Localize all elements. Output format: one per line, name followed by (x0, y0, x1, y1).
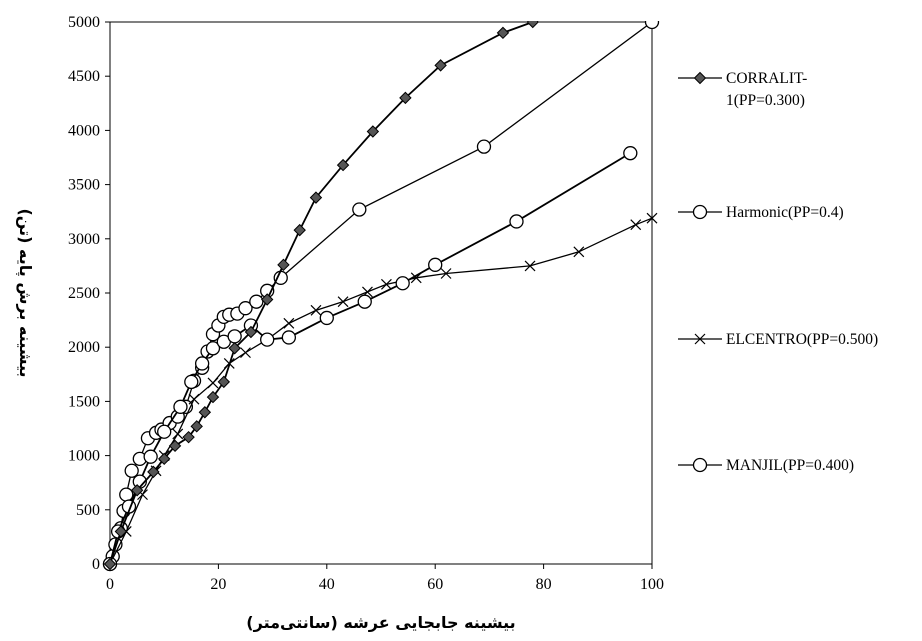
y-tick-label: 500 (76, 502, 100, 519)
data-point-elcentro (283, 317, 295, 329)
data-point-manjil (238, 301, 253, 316)
x-axis-title: بیشینه جابجایی عرشه (سانتی‌متر) (246, 613, 515, 632)
data-point-harmonic (395, 276, 410, 291)
legend-item-corralit-1: CORRALIT-1(PP=0.300) (678, 70, 807, 109)
y-tick-labels: 0 500 1000 1500 2000 2500 3000 3500 4000 4500 5000 (68, 14, 100, 573)
legend-marker-harmonic (692, 204, 708, 220)
x-tick-label: 80 (536, 576, 552, 593)
data-point-harmonic (143, 449, 158, 464)
data-point-elcentro (630, 219, 642, 231)
data-point-harmonic (227, 329, 242, 344)
data-point-harmonic (428, 257, 443, 272)
legend-label: ELCENTRO(PP=0.500) (726, 331, 878, 348)
data-point-elcentro (207, 377, 219, 389)
y-tick-label: 3500 (68, 177, 100, 194)
data-point-corralit-1 (309, 191, 323, 204)
data-point-harmonic (319, 310, 334, 326)
data-point-elcentro (172, 428, 184, 440)
data-point-harmonic (194, 356, 210, 371)
data-point-harmonic (281, 330, 297, 345)
y-tick-label: 0 (92, 556, 100, 573)
y-tick-label: 3000 (68, 231, 100, 248)
y-tick-label: 2500 (68, 285, 100, 302)
data-point-manjil (119, 487, 134, 502)
data-point-corralit-1 (190, 420, 203, 433)
data-point-corralit-1 (496, 26, 510, 40)
x-tick-label: 20 (210, 576, 226, 593)
data-point-corralit-1 (198, 406, 212, 419)
data-point-harmonic (357, 294, 372, 309)
series-corralit-1 (103, 21, 539, 571)
data-point-corralit-1 (260, 293, 274, 306)
y-tick-label: 5000 (68, 14, 100, 31)
data-point-harmonic (184, 374, 199, 390)
data-point-harmonic (623, 146, 638, 161)
data-point-elcentro (646, 212, 658, 224)
data-point-harmonic (509, 214, 524, 229)
data-point-harmonic (157, 424, 172, 439)
data-point-corralit-1 (366, 125, 380, 138)
x-tick-label: 60 (427, 576, 443, 593)
data-point-elcentro (240, 347, 251, 359)
legend-marker-corralit-1 (693, 71, 707, 85)
data-point-elcentro (310, 304, 322, 316)
data-point-manjil (249, 294, 264, 309)
data-point-harmonic (173, 399, 188, 414)
x-tick-labels: 0 20 40 60 80 100 (106, 576, 664, 593)
data-point-corralit-1 (228, 342, 241, 355)
y-tick-label: 1000 (68, 448, 100, 465)
data-point-corralit-1 (103, 557, 117, 571)
data-point-elcentro (573, 246, 585, 258)
data-point-corralit-1 (206, 390, 220, 404)
x-tick-label: 40 (319, 576, 335, 593)
legend-item-manjil: MANJIL(PP=0.400) (678, 457, 854, 474)
y-tick-label: 2000 (68, 339, 100, 356)
data-point-harmonic (260, 332, 275, 347)
y-tick-label: 4000 (68, 122, 100, 139)
legend: CORRALIT-1(PP=0.300) Harmonic(PP=0.4) ELCE… (678, 70, 878, 474)
y-tick-label: 4500 (68, 68, 100, 85)
y-axis-title: بیشینه برش پایه (تن) (15, 208, 35, 377)
data-point-corralit-1 (182, 430, 195, 444)
data-point-corralit-1 (336, 158, 350, 172)
data-point-corralit-1 (434, 59, 447, 72)
data-point-corralit-1 (147, 465, 160, 479)
data-point-manjil (644, 21, 660, 30)
data-point-elcentro (380, 278, 392, 290)
legend-item-harmonic: Harmonic(PP=0.4) (678, 204, 844, 221)
legend-item-elcentro: ELCENTRO(PP=0.500) (678, 331, 878, 348)
data-point-elcentro (188, 393, 200, 405)
data-point-corralit-1 (277, 258, 290, 272)
data-point-corralit-1 (130, 484, 144, 497)
x-tick-label: 0 (106, 576, 114, 593)
data-point-corralit-1 (168, 439, 182, 453)
data-point-manjil (124, 463, 139, 478)
data-point-corralit-1 (114, 525, 128, 538)
legend-marker-elcentro (694, 333, 706, 345)
legend-label: CORRALIT-1(PP=0.300) (726, 70, 807, 109)
data-point-manjil (352, 202, 367, 217)
data-point-corralit-1 (293, 223, 306, 237)
data-point-corralit-1 (157, 452, 171, 466)
data-point-elcentro (524, 260, 536, 272)
data-point-corralit-1 (526, 21, 539, 29)
data-point-harmonic (205, 341, 221, 356)
legend-label: MANJIL(PP=0.400) (726, 457, 854, 474)
legend-label: Harmonic(PP=0.4) (726, 204, 844, 221)
y-tick-label: 1500 (68, 393, 100, 410)
data-point-corralit-1 (399, 91, 412, 105)
data-point-manjil (476, 139, 492, 154)
data-point-corralit-1 (244, 325, 258, 339)
data-point-corralit-1 (217, 375, 231, 389)
series-layer (102, 21, 660, 572)
series-harmonic (102, 146, 638, 572)
data-point-elcentro (440, 268, 452, 279)
data-point-elcentro (337, 296, 349, 308)
x-tick-label: 100 (640, 576, 664, 593)
legend-marker-manjil (692, 457, 708, 473)
